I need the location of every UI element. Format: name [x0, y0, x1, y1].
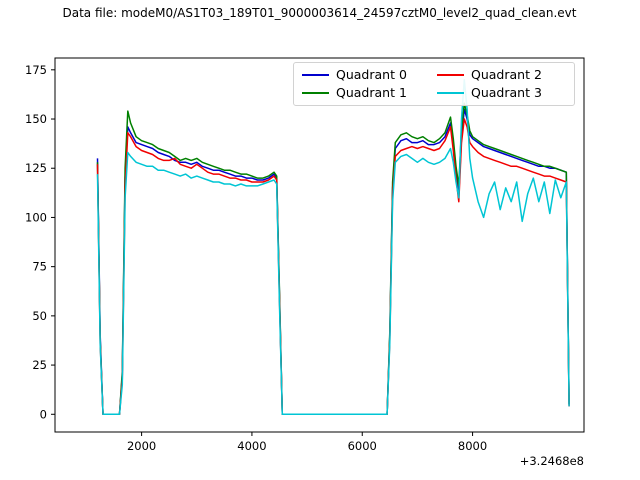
series-line-quadrant-0 — [96, 108, 570, 416]
y-tick-label: 0 — [40, 407, 47, 421]
x-tick-label: 6000 — [348, 439, 377, 453]
legend-line-quadrant-0-icon — [302, 73, 329, 76]
legend-label-quadrant-0: Quadrant 0 — [336, 67, 407, 82]
y-tick-label: 100 — [25, 210, 47, 224]
y-tick-label: 75 — [32, 260, 47, 274]
legend: Quadrant 0 Quadrant 1 Quadrant 2 Quadran… — [293, 62, 575, 106]
y-tick-label: 50 — [32, 309, 47, 323]
series-line-quadrant-2 — [96, 118, 570, 416]
legend-line-quadrant-2-icon — [437, 73, 464, 76]
x-tick-label: 4000 — [237, 439, 266, 453]
y-tick-label: 25 — [32, 358, 47, 372]
x-tick-label: 2000 — [127, 439, 156, 453]
legend-line-quadrant-1-icon — [302, 91, 329, 94]
plot-area — [96, 78, 570, 416]
legend-item-quadrant-0: Quadrant 0 — [302, 68, 431, 82]
y-tick-label: 150 — [25, 112, 47, 126]
legend-label-quadrant-3: Quadrant 3 — [471, 84, 542, 100]
legend-label-quadrant-1: Quadrant 1 — [336, 84, 407, 100]
legend-line-quadrant-3-icon — [437, 91, 464, 94]
x-axis-offset-label: +3.2468e8 — [520, 454, 584, 468]
legend-item-quadrant-2: Quadrant 2 — [437, 68, 566, 82]
y-tick-label: 175 — [25, 63, 47, 77]
y-tick-label: 125 — [25, 161, 47, 175]
figure-title: Data file: modeM0/AS1T03_189T01_90000036… — [62, 6, 577, 20]
legend-label-quadrant-2: Quadrant 2 — [471, 67, 542, 82]
series-line-quadrant-1 — [96, 102, 570, 416]
legend-item-quadrant-3: Quadrant 3 — [437, 84, 566, 100]
x-tick-label: 8000 — [458, 439, 487, 453]
legend-item-quadrant-1: Quadrant 1 — [302, 84, 431, 100]
series-line-quadrant-3 — [96, 78, 570, 416]
axes-spines — [54, 57, 585, 433]
